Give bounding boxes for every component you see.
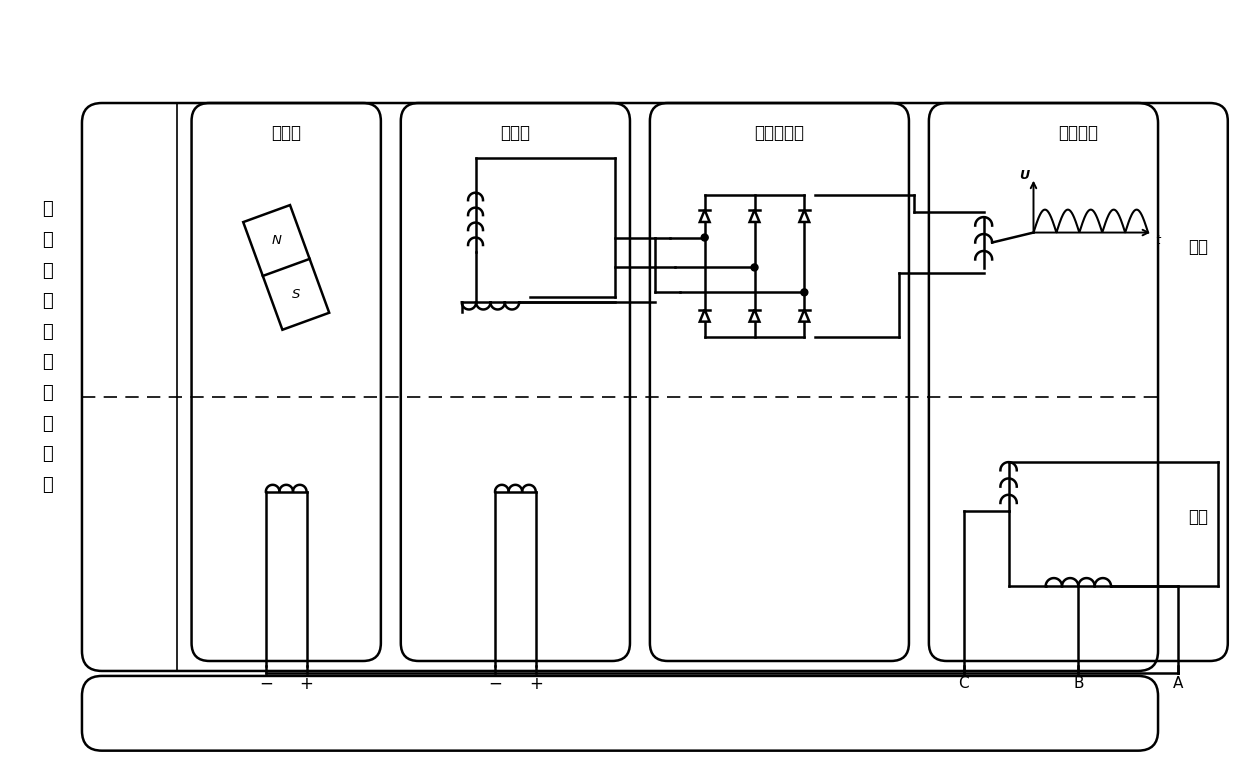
Text: U: U xyxy=(1019,170,1029,183)
Polygon shape xyxy=(800,210,810,222)
Text: 定子: 定子 xyxy=(1188,508,1208,525)
Text: 转子: 转子 xyxy=(1188,239,1208,256)
Text: t: t xyxy=(1156,234,1161,247)
Circle shape xyxy=(701,234,708,241)
Polygon shape xyxy=(749,310,759,321)
Polygon shape xyxy=(800,310,810,321)
Text: A: A xyxy=(1173,676,1183,691)
Circle shape xyxy=(751,264,758,271)
Text: 永磁机: 永磁机 xyxy=(272,124,301,142)
Polygon shape xyxy=(749,210,759,222)
Text: 主发电机: 主发电机 xyxy=(1058,124,1099,142)
Text: 三
级
电
励
磁
式
同
步
电
机: 三 级 电 励 磁 式 同 步 电 机 xyxy=(42,200,52,494)
Text: −: − xyxy=(259,675,273,693)
Text: 励磁机: 励磁机 xyxy=(501,124,531,142)
Text: +: + xyxy=(528,675,543,693)
Polygon shape xyxy=(699,310,709,321)
Circle shape xyxy=(801,289,807,296)
Text: +: + xyxy=(300,675,314,693)
Text: B: B xyxy=(1073,676,1084,691)
Polygon shape xyxy=(699,210,709,222)
Text: N: N xyxy=(272,234,281,247)
Text: S: S xyxy=(291,288,300,301)
Text: −: − xyxy=(489,675,502,693)
Text: C: C xyxy=(959,676,970,691)
Polygon shape xyxy=(243,205,329,330)
Text: 旋转整流器: 旋转整流器 xyxy=(754,124,805,142)
